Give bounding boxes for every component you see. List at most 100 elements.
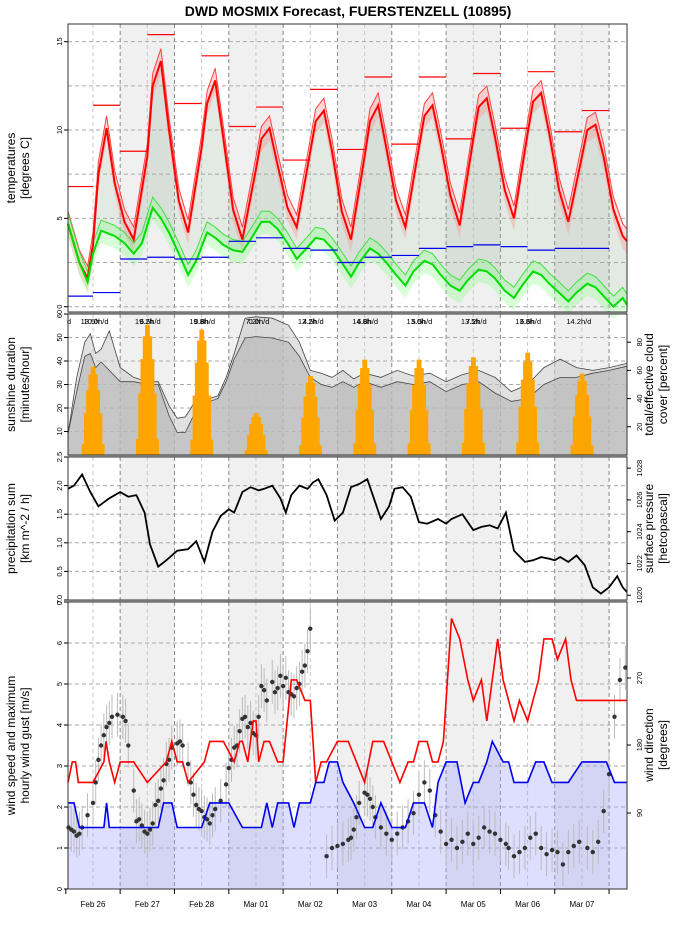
wind-direction-point [533, 831, 538, 836]
wind-direction-point [438, 829, 443, 834]
sunshine-bar [255, 413, 259, 455]
sunshine-bar [142, 336, 146, 455]
sunshine-bar [203, 340, 207, 455]
wind-direction-point [443, 841, 449, 847]
wind-direction-point [185, 761, 191, 767]
sunshine-bar [99, 413, 103, 455]
wind-direction-point [617, 677, 623, 683]
sunshine-bar [523, 361, 526, 455]
sunshine-bar [97, 389, 101, 455]
wind-direction-point [226, 765, 232, 771]
wind-direction-point [278, 673, 283, 678]
wind-direction-point [465, 831, 471, 836]
sunshine-bar [81, 444, 85, 455]
y2-tick-label: 270 [635, 672, 644, 685]
sunshine-bar [249, 424, 252, 455]
pressure-line [67, 472, 628, 595]
wind-direction-point [194, 802, 199, 808]
y-tick-label: 1.5 [55, 509, 64, 519]
wind-direction-point [85, 813, 90, 818]
sunshine-bar [208, 395, 211, 455]
sunshine-bar [151, 359, 155, 455]
sunshine-bar [353, 443, 356, 455]
cloud-effective-line [67, 336, 628, 434]
wind-direction-point [270, 679, 275, 685]
sunshine-bar [366, 368, 370, 455]
sunshine-bar [575, 395, 578, 455]
wind-direction-point [354, 815, 359, 820]
y-tick-label: 15 [55, 37, 64, 45]
wind-direction-point [145, 831, 150, 836]
y-tick-label: 10 [55, 427, 64, 435]
sunshine-bar [360, 368, 363, 455]
x-tick-label: Feb 27 [135, 900, 160, 909]
wind-direction-point [204, 817, 210, 822]
wind-direction-point [131, 788, 136, 793]
sunshine-bar [253, 413, 257, 455]
wind-direction-point [259, 683, 264, 689]
daily-sunshine-label: 14.2h/d [566, 317, 591, 326]
sunshine-bar [572, 416, 576, 455]
y-tick-label: 50 [55, 333, 64, 341]
sunshine-bar [416, 359, 420, 455]
y-tick-label: 30 [55, 380, 64, 388]
precipitation-axis-label-line: precipitation sum [4, 483, 18, 574]
cloud-axis-label-line: total/effective cloud [642, 333, 656, 436]
sunshine-bar [312, 382, 316, 455]
daily-sunshine-label: 0.8h/d [194, 317, 215, 326]
sunshine-bar [210, 439, 214, 455]
sunshine-bar [473, 357, 476, 455]
sunshine-bar [475, 365, 479, 455]
wind-direction-point [207, 821, 212, 826]
wind-direction-point [177, 739, 183, 744]
wind-direction-point [549, 847, 555, 853]
sunshine-bar [206, 362, 209, 455]
wind-direction-point [348, 835, 354, 840]
wind-direction-point [476, 835, 481, 840]
wind-direction-point [291, 694, 297, 699]
sunshine-bar [199, 329, 202, 455]
y-tick-label: 0.0 [55, 595, 64, 605]
sunshine-bar [149, 336, 153, 455]
daily-sunshine-label: 6.8h/d [357, 317, 378, 326]
wind-direction-point [115, 712, 120, 717]
y-tick-label: 5 [55, 216, 64, 220]
wind-direction-point [378, 825, 384, 830]
y-tick-label: 1020 [635, 587, 644, 604]
temperature-uncertainty-band [68, 48, 627, 291]
sunshine-bar [536, 442, 540, 455]
wind-direction-point [123, 718, 128, 724]
x-tick-label: Feb 28 [189, 900, 214, 909]
sunshine-bar [414, 368, 417, 455]
x-tick-label: Mar 01 [244, 900, 269, 909]
sunshine-bar [246, 435, 250, 455]
wind-direction-point [71, 829, 77, 834]
y-tick-label: 80 [635, 338, 644, 346]
sunshine-bar [197, 340, 200, 455]
wind-direction-point [107, 720, 112, 726]
wind-direction-point [544, 851, 549, 857]
y-tick-label: 4 [55, 723, 64, 727]
daily-sunshine-label: 14.0h [352, 317, 371, 326]
cloud-axis-label-line: cover [percent] [656, 345, 670, 424]
wind-direction-point [96, 757, 101, 763]
y-tick-label: 60 [55, 310, 64, 318]
y-tick-label: 5 [55, 682, 64, 686]
sunshine-bar [427, 443, 431, 455]
sunshine-bar [520, 379, 524, 455]
sunshine-bar [303, 396, 307, 455]
daily-sunshine-label: 12.2h [298, 317, 317, 326]
wind-direction-point [150, 821, 155, 826]
sunshine-bar [518, 406, 522, 455]
sunshine-bar [482, 443, 485, 455]
x-tick-label: Mar 06 [515, 900, 540, 909]
temperature-axis-label: temperatures[degrees C] [4, 133, 32, 204]
wind-direction-point [427, 788, 433, 793]
sunshine-bar [470, 357, 474, 455]
sunshine-bar [425, 409, 429, 455]
wind-direction-point [340, 841, 346, 847]
wind-direction-point [213, 806, 218, 812]
sunshine-bar [477, 383, 481, 455]
wind-direction-axis-label-line: wind direction [642, 708, 656, 782]
